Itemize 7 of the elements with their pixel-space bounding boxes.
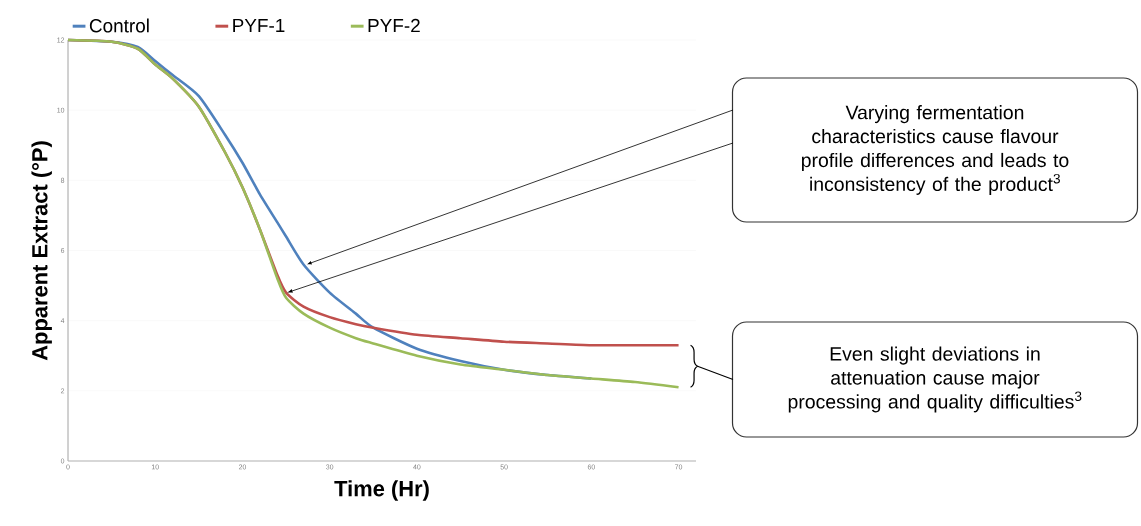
x-axis-title: Time (Hr) <box>334 480 429 501</box>
legend-label: PYF-2 <box>368 18 420 33</box>
text: Varying fermentation characteristics cause flavour profile differences and leads to inconsistency of the product$^{3}$ <box>801 105 1069 195</box>
text: Even slight deviations in attenuation cause major processing and quality difficulties$^{3}$ <box>788 346 1082 413</box>
y-axis-title: Apparent Extract (°P) <box>31 141 52 361</box>
legend-label: PYF-1 <box>233 18 285 32</box>
legend-label: Control <box>89 18 149 33</box>
